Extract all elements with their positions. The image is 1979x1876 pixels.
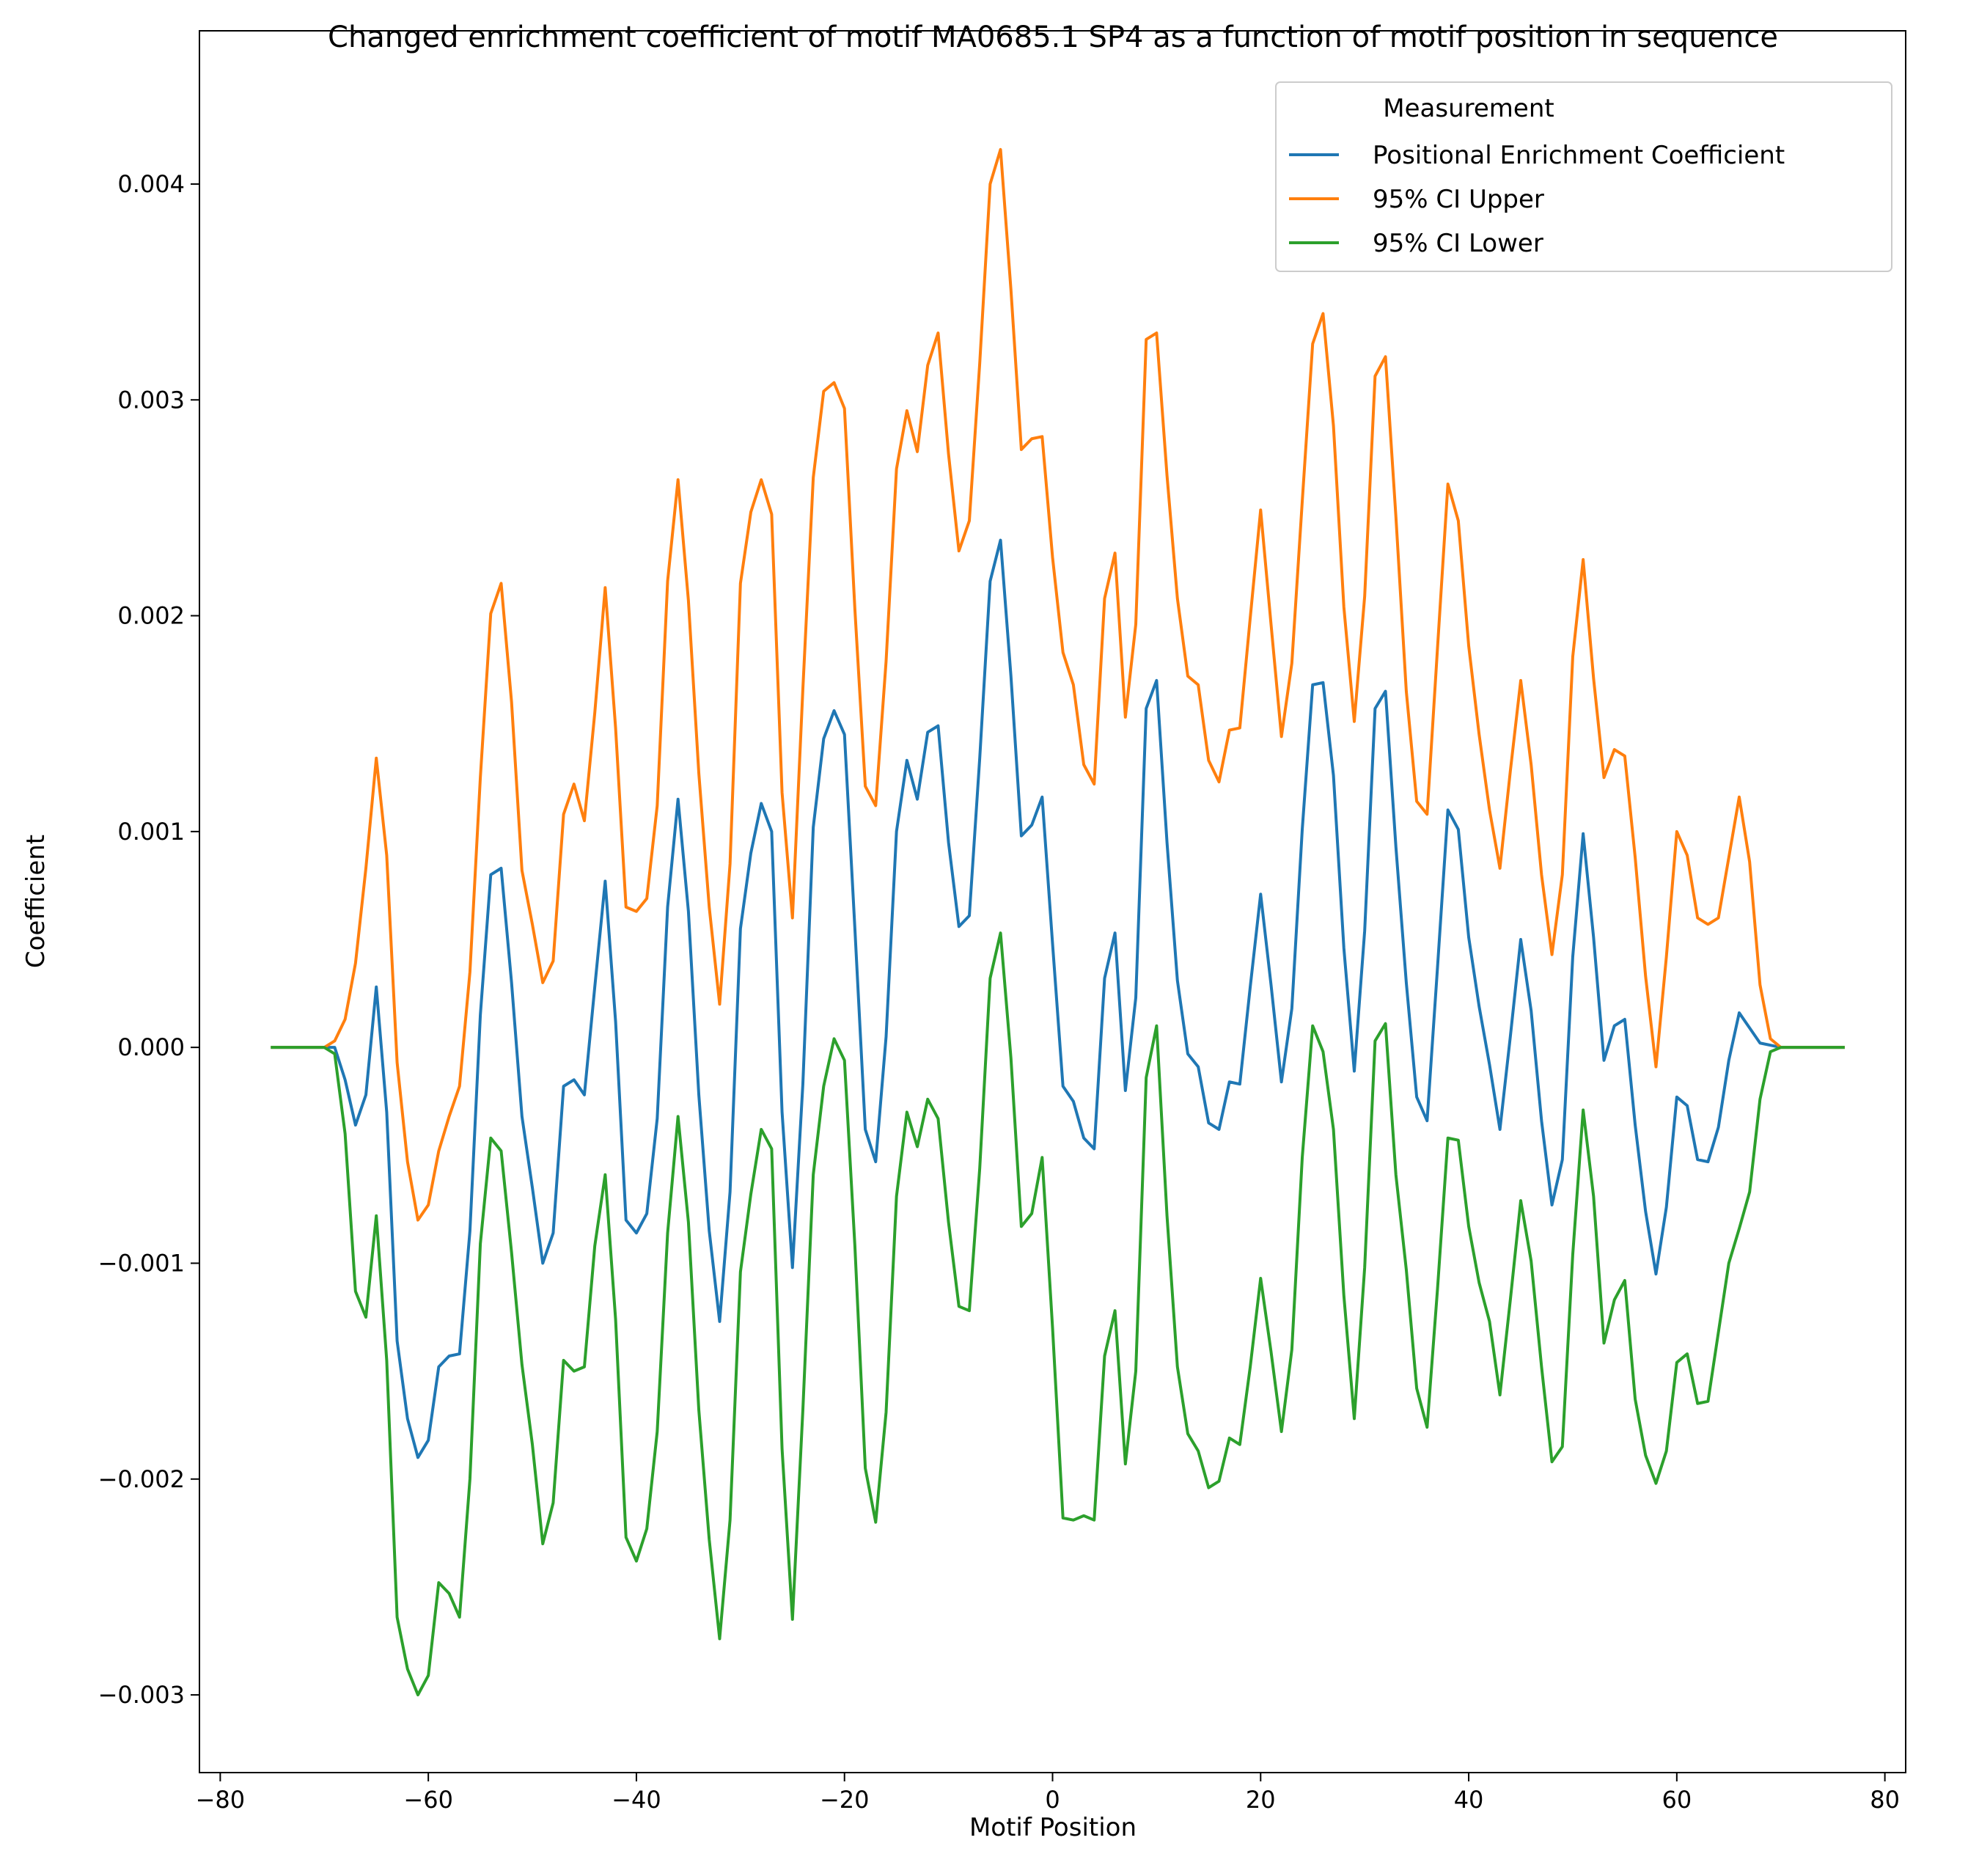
legend-box — [1275, 81, 1892, 272]
legend: Measurement Positional Enrichment Coeffi… — [1275, 81, 1892, 272]
x-axis: −80 −60 −40 −20 0 20 40 60 80 — [196, 1773, 1900, 1814]
y-tick-label: 0.004 — [117, 170, 185, 198]
x-tick-label: −40 — [612, 1786, 661, 1814]
series-line-2 — [271, 147, 1845, 1222]
x-tick-label: 80 — [1870, 1786, 1900, 1814]
x-tick-label: 60 — [1662, 1786, 1692, 1814]
y-tick-label: 0.002 — [117, 602, 185, 630]
plot-area — [271, 147, 1845, 1697]
y-tick-label: 0.003 — [117, 386, 185, 414]
series-line-3 — [271, 931, 1845, 1697]
y-tick-label: 0.000 — [117, 1033, 185, 1061]
x-tick-label: −20 — [820, 1786, 870, 1814]
legend-label-1: Positional Enrichment Coefficient — [1373, 141, 1785, 170]
y-tick-label: 0.001 — [117, 818, 185, 846]
y-tick-label: −0.003 — [98, 1681, 185, 1709]
series-line-1 — [271, 538, 1845, 1459]
y-axis-label: Coefficient — [21, 835, 51, 968]
chart-title: Changed enrichment coefficient of motif … — [328, 21, 1778, 54]
x-tick-label: 40 — [1454, 1786, 1484, 1814]
legend-title: Measurement — [1383, 94, 1554, 123]
legend-label-3: 95% CI Lower — [1373, 229, 1543, 258]
legend-label-2: 95% CI Upper — [1373, 185, 1544, 214]
x-tick-label: −80 — [196, 1786, 246, 1814]
x-tick-label: 20 — [1246, 1786, 1276, 1814]
x-axis-label: Motif Position — [969, 1813, 1137, 1842]
y-tick-label: −0.002 — [98, 1465, 185, 1493]
x-tick-label: 0 — [1045, 1786, 1060, 1814]
y-axis: −0.003 −0.002 −0.001 0.000 0.001 0.002 0.003 0.… — [98, 170, 199, 1709]
y-tick-label: −0.001 — [98, 1249, 185, 1277]
x-tick-label: −60 — [403, 1786, 453, 1814]
